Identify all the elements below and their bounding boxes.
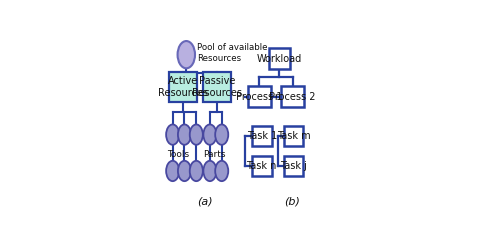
Ellipse shape — [166, 124, 179, 145]
Ellipse shape — [204, 161, 216, 181]
Text: Task j: Task j — [280, 161, 307, 171]
Ellipse shape — [178, 124, 191, 145]
Text: Process 1: Process 1 — [236, 92, 282, 102]
FancyBboxPatch shape — [248, 86, 271, 107]
Text: (b): (b) — [284, 196, 300, 206]
Ellipse shape — [178, 41, 195, 68]
FancyBboxPatch shape — [252, 156, 272, 177]
FancyBboxPatch shape — [281, 86, 304, 107]
Ellipse shape — [215, 124, 228, 145]
Text: Passive
Resources: Passive Resources — [192, 76, 242, 98]
Ellipse shape — [190, 124, 203, 145]
Text: Task m: Task m — [276, 131, 310, 140]
FancyBboxPatch shape — [269, 48, 290, 69]
Ellipse shape — [190, 161, 203, 181]
FancyBboxPatch shape — [202, 72, 231, 102]
Ellipse shape — [204, 124, 216, 145]
Text: Process 2: Process 2 — [270, 92, 316, 102]
Ellipse shape — [178, 161, 191, 181]
Text: (a): (a) — [196, 196, 212, 206]
Ellipse shape — [166, 161, 179, 181]
FancyBboxPatch shape — [252, 126, 272, 146]
Text: Parts: Parts — [203, 150, 226, 159]
Text: Task 1: Task 1 — [246, 131, 277, 140]
Ellipse shape — [215, 161, 228, 181]
FancyBboxPatch shape — [284, 126, 304, 146]
FancyBboxPatch shape — [284, 156, 304, 177]
Text: Workload: Workload — [257, 54, 302, 64]
Text: Active
Resources: Active Resources — [158, 76, 208, 98]
Text: Tools: Tools — [168, 150, 190, 159]
Text: Pool of available
Resources: Pool of available Resources — [197, 43, 268, 63]
FancyBboxPatch shape — [168, 72, 197, 102]
Text: Task n: Task n — [246, 161, 277, 171]
